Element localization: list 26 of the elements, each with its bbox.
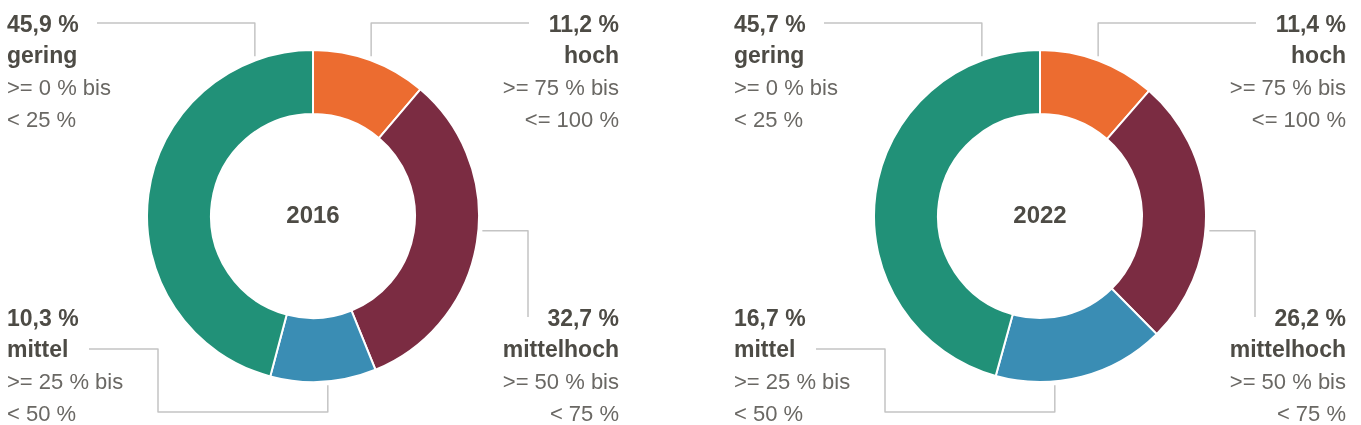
data-label: 26,2 % (1274, 305, 1346, 331)
slice-label: mittel (7, 336, 69, 362)
data-label: 11,2 % (548, 11, 619, 37)
data-label: 32,7 % (547, 305, 619, 331)
data-label: 45,9 % (7, 11, 79, 37)
slice-label: hoch (1291, 42, 1346, 68)
text: >= 25 % bis < 50 % (7, 369, 124, 425)
data-label: 16,7 % (734, 305, 806, 331)
text: >= 0 % bis < 25 % (7, 75, 111, 132)
slice-label: gering (7, 42, 78, 68)
text: >= 75 % bis <= 100 % (1229, 75, 1346, 132)
slice-label: mittelhoch (1229, 336, 1346, 362)
data-label: 45,7 % (734, 11, 806, 37)
text: >= 50 % bis < 75 % (1229, 369, 1346, 425)
data-label: 11,4 % (1275, 11, 1346, 37)
text: 2022 (1013, 201, 1067, 228)
text: >= 25 % bis < 50 % (734, 369, 851, 425)
slice-label: gering (734, 42, 805, 68)
text: >= 75 % bis <= 100 % (502, 75, 619, 132)
slice-label: hoch (564, 42, 619, 68)
slice-label: mittelhoch (502, 336, 619, 362)
text: >= 50 % bis < 75 % (502, 369, 619, 425)
text: >= 0 % bis < 25 % (734, 75, 838, 132)
text: 2016 (286, 201, 340, 228)
slice-label: mittel (734, 336, 796, 362)
data-label: 10,3 % (7, 305, 79, 331)
